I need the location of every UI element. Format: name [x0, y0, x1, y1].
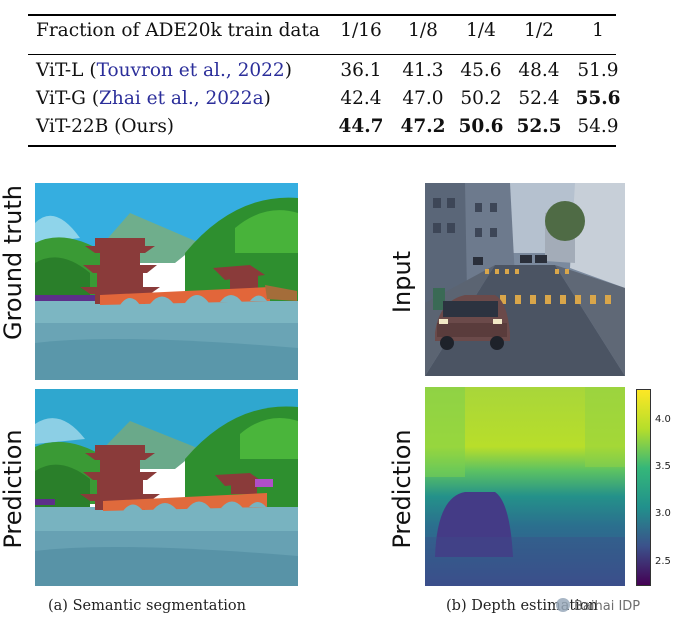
citation-link[interactable]: Zhai et al., 2022a	[99, 88, 264, 109]
value-cell-best: 44.7	[338, 116, 384, 137]
value-cell: 36.1	[340, 60, 382, 81]
value-cell: 47.0	[402, 88, 444, 109]
colorbar-gradient	[637, 390, 650, 585]
colorbar-tick: 4.0	[655, 414, 671, 425]
value-cell: 52.4	[518, 88, 560, 109]
value-cell: 54.9	[577, 116, 619, 137]
table-row: ViT-L (Touvron et al., 2022) 36.1 41.3 4…	[36, 60, 619, 88]
ylabel-input: Input	[388, 250, 416, 314]
value-cell: 51.9	[577, 60, 619, 81]
value-cell-best: 50.6	[458, 116, 504, 137]
value-cell-best: 47.2	[400, 116, 446, 137]
wechat-icon	[556, 598, 570, 612]
header-fraction: Fraction of ADE20k train data	[36, 20, 320, 41]
model-name: ViT-L (Touvron et al., 2022)	[36, 60, 292, 81]
value-cell: 41.3	[402, 60, 444, 81]
segmentation-scene-gt	[35, 183, 298, 380]
street-scene	[425, 183, 625, 376]
segmentation-ground-truth-image	[35, 183, 298, 380]
table-top-rule	[28, 14, 616, 16]
colorbar	[636, 389, 651, 586]
watermark: Baihai IDP	[556, 598, 640, 614]
table-mid-rule	[28, 54, 616, 55]
watermark-text: Baihai IDP	[574, 599, 641, 614]
value-cell-best: 52.5	[516, 116, 562, 137]
value-cell: 42.4	[340, 88, 382, 109]
caption-semantic-segmentation: (a) Semantic segmentation	[48, 598, 246, 614]
header-col-1-16: 1/16	[340, 20, 382, 41]
header-col-1-2: 1/2	[524, 20, 554, 41]
value-cell-best: 55.6	[575, 88, 621, 109]
citation-link[interactable]: Touvron et al., 2022	[96, 60, 285, 81]
colorbar-tick: 3.5	[655, 461, 671, 472]
segmentation-prediction-image	[35, 389, 298, 586]
value-cell: 48.4	[518, 60, 560, 81]
colorbar-tick: 2.5	[655, 556, 671, 567]
table-row: ViT-G (Zhai et al., 2022a) 42.4 47.0 50.…	[36, 88, 621, 116]
value-cell: 45.6	[460, 60, 502, 81]
colorbar-tick: 3.0	[655, 508, 671, 519]
model-name: ViT-G (Zhai et al., 2022a)	[36, 88, 271, 109]
depth-heatmap-svg	[425, 387, 625, 586]
depth-prediction-heatmap	[425, 387, 625, 586]
table-bottom-rule	[28, 145, 616, 147]
header-col-1: 1	[592, 20, 604, 41]
ylabel-prediction-right: Prediction	[388, 429, 416, 549]
table-header-row: Fraction of ADE20k train data 1/16 1/8 1…	[36, 20, 616, 48]
depth-input-image	[425, 183, 625, 376]
header-col-1-8: 1/8	[408, 20, 438, 41]
ylabel-ground-truth: Ground truth	[0, 184, 27, 340]
table-row: ViT-22B (Ours) 44.7 47.2 50.6 52.5 54.9	[36, 116, 619, 144]
value-cell: 50.2	[460, 88, 502, 109]
model-name: ViT-22B (Ours)	[36, 116, 175, 137]
segmentation-scene-pred	[35, 389, 298, 586]
ylabel-prediction-left: Prediction	[0, 429, 27, 549]
header-col-1-4: 1/4	[466, 20, 496, 41]
